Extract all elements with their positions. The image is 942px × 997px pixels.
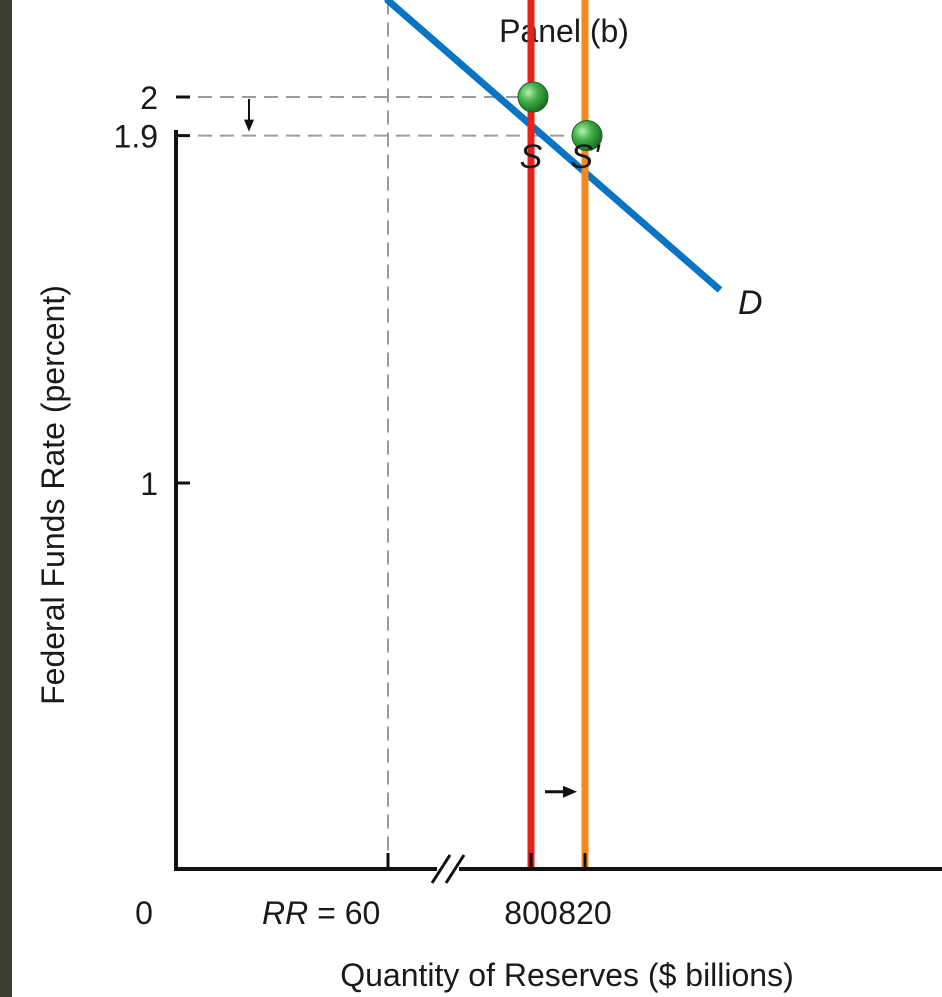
series-group xyxy=(384,0,723,869)
x-tick-label: 800 xyxy=(504,895,557,931)
equilibrium-points xyxy=(517,81,603,152)
series-label-S-prime: S' xyxy=(570,138,601,176)
series-label-D: D xyxy=(738,284,763,322)
axis-break-gap xyxy=(437,855,459,883)
x-tick-label: RR = 60 xyxy=(262,895,380,931)
axis-break-mark xyxy=(444,854,466,884)
shift-arrows xyxy=(244,99,577,798)
equilibrium-point xyxy=(517,81,549,113)
y-tick-label: 1 xyxy=(140,466,158,502)
axes-group xyxy=(174,130,942,884)
y-axis-label: Federal Funds Rate (percent) xyxy=(35,285,71,705)
axis-break-mark xyxy=(430,854,452,884)
shift-arrow-head xyxy=(563,785,577,798)
x-axis-label: Quantity of Reserves ($ billions) xyxy=(340,957,794,993)
guide-lines xyxy=(176,0,585,869)
chart-title: Panel (b) xyxy=(499,13,629,49)
equilibrium-point xyxy=(571,120,603,152)
series-labels: D S S' xyxy=(520,138,763,322)
rate-drop-arrow-head xyxy=(244,119,254,132)
x-tick-label: 0 xyxy=(135,895,153,931)
x-tick-label: 820 xyxy=(558,895,611,931)
y-tick-label: 1.9 xyxy=(114,119,158,155)
y-tick-label: 2 xyxy=(140,80,158,116)
series-label-S: S xyxy=(520,138,543,176)
demand-curve xyxy=(384,0,723,293)
